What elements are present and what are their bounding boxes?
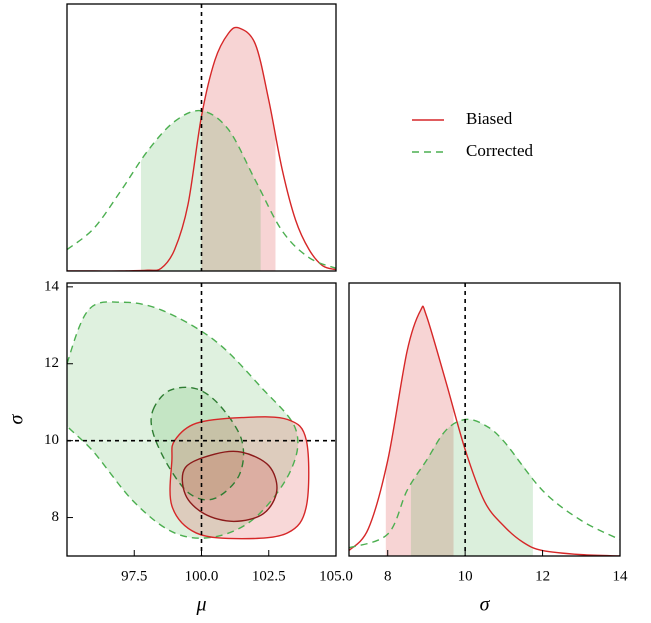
x-tick-label: 14	[613, 568, 629, 584]
x-tick-label: 8	[384, 568, 392, 584]
y-tick-label: 8	[52, 509, 60, 525]
x-tick-label: 100.0	[185, 568, 219, 584]
credible-band	[385, 306, 454, 556]
contour-fill	[67, 301, 298, 539]
y-tick-label: 10	[44, 432, 59, 448]
contour-fill	[170, 416, 309, 539]
panel	[67, 283, 336, 556]
x-tick-label: 97.5	[121, 568, 147, 584]
frame	[348, 282, 621, 557]
x-tick-label: 105.0	[319, 568, 353, 584]
contour-fill	[151, 387, 244, 500]
contour-line	[181, 450, 278, 523]
y-axis-label: σ	[6, 413, 28, 424]
contour-line	[169, 416, 310, 540]
x-tick-label: 12	[535, 568, 550, 584]
x-tick-label: 10	[458, 568, 473, 584]
panel	[349, 283, 620, 556]
legend-label: Biased	[466, 109, 513, 128]
frame	[66, 3, 337, 272]
credible-band	[410, 419, 533, 556]
y-tick-label: 12	[44, 355, 59, 371]
panel	[67, 4, 336, 271]
x-axis-label: σ	[480, 594, 491, 616]
density-curve	[349, 305, 620, 556]
y-tick-label: 14	[44, 278, 60, 294]
contour-line	[150, 386, 245, 501]
contour-line	[67, 301, 299, 539]
x-axis-label: μ	[195, 594, 206, 616]
legend-label: Corrected	[466, 141, 534, 160]
x-tick-label: 102.5	[252, 568, 286, 584]
contour-fill	[182, 451, 277, 522]
density-curve	[67, 26, 336, 271]
credible-band	[201, 27, 276, 271]
